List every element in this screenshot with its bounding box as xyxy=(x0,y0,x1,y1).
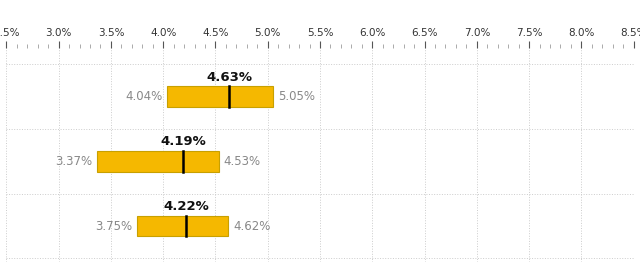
Text: 4.04%: 4.04% xyxy=(125,90,162,103)
Text: 5.05%: 5.05% xyxy=(278,90,315,103)
Text: 3.37%: 3.37% xyxy=(55,155,92,168)
Text: 4.53%: 4.53% xyxy=(224,155,261,168)
Text: 3.75%: 3.75% xyxy=(95,219,132,233)
Text: 4.22%: 4.22% xyxy=(163,200,209,213)
Text: 4.62%: 4.62% xyxy=(233,219,271,233)
FancyBboxPatch shape xyxy=(137,216,228,236)
Text: 4.63%: 4.63% xyxy=(206,71,252,84)
FancyBboxPatch shape xyxy=(97,151,219,172)
Text: 4.19%: 4.19% xyxy=(160,135,206,148)
FancyBboxPatch shape xyxy=(168,86,273,107)
